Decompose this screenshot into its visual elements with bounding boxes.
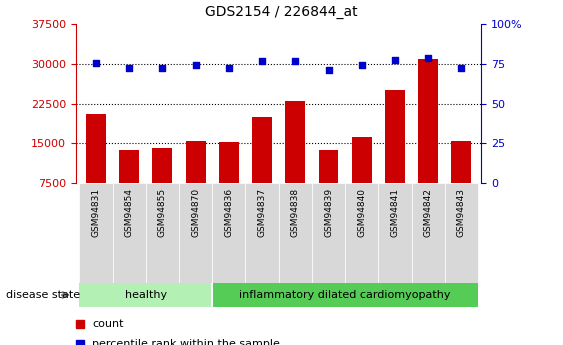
Text: GSM94836: GSM94836 <box>224 188 233 237</box>
Bar <box>186 140 205 183</box>
Bar <box>212 183 245 283</box>
Bar <box>418 59 438 183</box>
Point <box>224 65 233 71</box>
Bar <box>79 183 113 283</box>
Text: GDS2154 / 226844_at: GDS2154 / 226844_at <box>205 5 358 19</box>
Bar <box>279 183 312 283</box>
Bar <box>378 183 412 283</box>
Text: GSM94841: GSM94841 <box>391 188 400 237</box>
Bar <box>179 183 212 283</box>
Bar <box>79 283 212 307</box>
Bar <box>245 183 279 283</box>
Bar <box>153 148 172 183</box>
Point <box>124 65 133 70</box>
Point <box>358 62 367 68</box>
Bar <box>352 137 372 183</box>
Text: healthy: healthy <box>125 290 167 300</box>
Bar <box>119 149 139 183</box>
Bar <box>86 114 106 183</box>
Text: GSM94870: GSM94870 <box>191 188 200 237</box>
Text: GSM94854: GSM94854 <box>124 188 133 237</box>
Bar <box>212 283 478 307</box>
Bar <box>219 142 239 183</box>
Point <box>324 67 333 72</box>
Text: inflammatory dilated cardiomyopathy: inflammatory dilated cardiomyopathy <box>239 290 451 300</box>
Bar <box>319 149 338 183</box>
Text: disease state: disease state <box>6 290 80 300</box>
Point <box>391 57 400 63</box>
Point <box>457 65 466 71</box>
Bar <box>445 183 478 283</box>
Text: GSM94837: GSM94837 <box>257 188 266 237</box>
Text: count: count <box>92 319 124 329</box>
Point <box>424 55 433 61</box>
Bar <box>312 183 345 283</box>
Text: GSM94842: GSM94842 <box>424 188 433 237</box>
Text: GSM94838: GSM94838 <box>291 188 300 237</box>
Bar <box>345 183 378 283</box>
Bar <box>385 90 405 183</box>
Bar <box>113 183 146 283</box>
Text: GSM94855: GSM94855 <box>158 188 167 237</box>
Text: GSM94839: GSM94839 <box>324 188 333 237</box>
Point <box>291 58 300 63</box>
Point <box>91 60 100 66</box>
Bar <box>285 101 305 183</box>
Text: percentile rank within the sample: percentile rank within the sample <box>92 339 280 345</box>
Point <box>158 65 167 71</box>
Bar <box>146 183 179 283</box>
Bar <box>452 140 471 183</box>
Text: GSM94831: GSM94831 <box>91 188 100 237</box>
Point <box>191 62 200 68</box>
Text: GSM94843: GSM94843 <box>457 188 466 237</box>
Bar <box>412 183 445 283</box>
Bar <box>252 117 272 183</box>
Text: GSM94840: GSM94840 <box>358 188 367 237</box>
Point <box>257 58 266 64</box>
